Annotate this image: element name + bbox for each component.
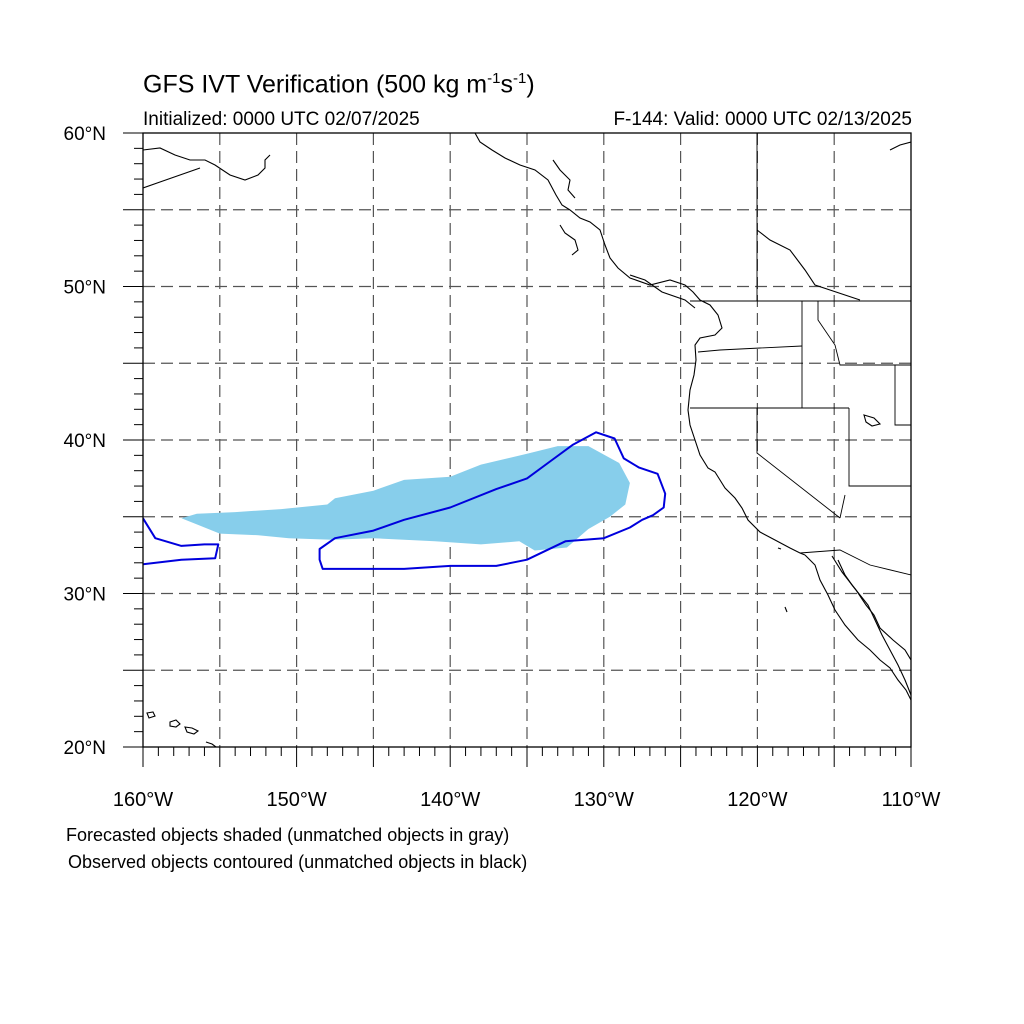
longitude-labels: 160°W 150°W 140°W 130°W 120°W 110°W: [113, 789, 941, 811]
valid-label: F-144: Valid: 0000 UTC 02/13/2025: [613, 109, 912, 130]
title-superscript-1: -1: [487, 70, 501, 87]
lon-tick-label: 120°W: [727, 789, 787, 811]
lon-tick-label: 140°W: [420, 789, 480, 811]
map-title: GFS IVT Verification (500 kg m-1s-1): [143, 70, 535, 99]
graticule: [143, 133, 911, 747]
observed-ivt-contours: [143, 431, 667, 570]
title-prefix: GFS IVT Verification (500 kg m: [143, 70, 488, 99]
lat-tick-label: 20°N: [64, 738, 106, 759]
title-superscript-2: -1: [512, 70, 527, 87]
lat-tick-label: 40°N: [64, 431, 106, 452]
lat-tick-label: 30°N: [64, 585, 106, 606]
observed-note: Observed objects contoured (unmatched ob…: [68, 852, 528, 872]
axis-ticks: [123, 132, 912, 767]
initialized-label: Initialized: 0000 UTC 02/07/2025: [143, 109, 420, 130]
forecast-note: Forecasted objects shaded (unmatched obj…: [66, 825, 510, 845]
title-mid: s: [500, 70, 513, 99]
lat-tick-label: 60°N: [64, 124, 106, 145]
lat-tick-label: 50°N: [64, 278, 106, 299]
forecast-ivt-object: [181, 446, 630, 551]
lon-tick-label: 110°W: [882, 789, 941, 811]
observed-contour: [143, 517, 220, 566]
political-borders: [690, 133, 911, 576]
latitude-labels: 20°N 30°N 40°N 50°N 60°N: [64, 124, 106, 759]
lon-tick-label: 130°W: [574, 789, 634, 811]
lon-tick-label: 150°W: [266, 789, 326, 811]
coastlines: [143, 133, 911, 747]
observed-contour: [318, 431, 667, 570]
lon-tick-label: 160°W: [113, 789, 173, 811]
title-suffix: ): [526, 70, 535, 99]
